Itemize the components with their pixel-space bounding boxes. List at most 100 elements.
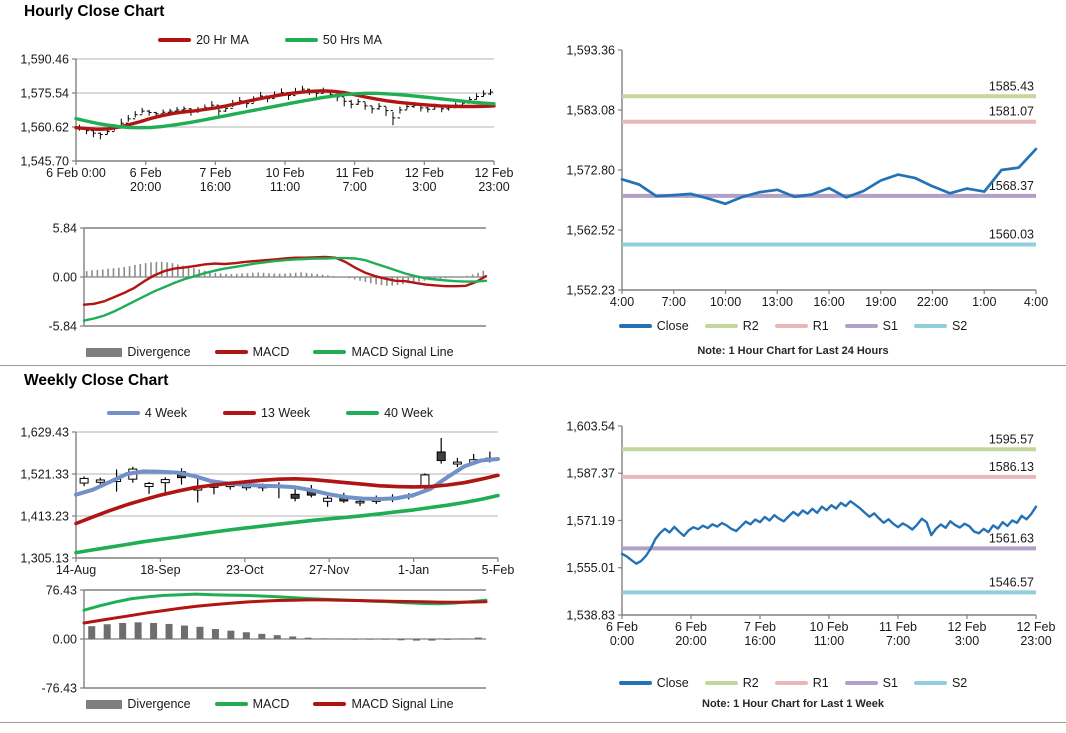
divergence-bar bbox=[477, 272, 479, 277]
divergence-bar bbox=[474, 637, 482, 639]
y-tick-label: 1,571.19 bbox=[566, 514, 615, 528]
divergence-bar bbox=[335, 638, 343, 640]
y-tick-label: 1,587.37 bbox=[566, 467, 615, 481]
divergence-bar bbox=[375, 277, 377, 285]
x-tick-label: 22:00 bbox=[917, 295, 948, 309]
legend-item-close: Close bbox=[618, 676, 689, 690]
legend-swatch-divergence bbox=[86, 347, 123, 357]
divergence-bar bbox=[193, 268, 195, 277]
section-divider bbox=[0, 365, 1066, 366]
x-tick-label: 12 Feb bbox=[1017, 620, 1056, 634]
divergence-bar bbox=[304, 637, 312, 639]
hourly-price-legend: 20 Hr MA 50 Hrs MA bbox=[40, 33, 500, 47]
divergence-bar bbox=[455, 277, 458, 278]
series-close bbox=[620, 147, 1038, 206]
section-title-hourly: Hourly Close Chart bbox=[24, 3, 165, 20]
divergence-bar bbox=[214, 272, 217, 277]
divergence-bar bbox=[96, 269, 99, 277]
divergence-bar bbox=[369, 277, 372, 284]
legend-swatch-13-week bbox=[222, 411, 256, 415]
divergence-bar bbox=[386, 277, 388, 286]
divergence-bar bbox=[412, 277, 415, 283]
divergence-bar bbox=[128, 266, 131, 277]
pivot-1wk-legend: Close R2 R1 S1 S2 bbox=[560, 676, 1026, 690]
x-tick-label: 27-Nov bbox=[309, 563, 350, 577]
legend-item-r1: R1 bbox=[774, 676, 829, 690]
legend-label: R2 bbox=[742, 319, 759, 333]
x-tick-label: 7:00 bbox=[662, 295, 686, 309]
divergence-bar bbox=[294, 272, 297, 277]
legend-item-s1: S1 bbox=[844, 319, 898, 333]
legend-item-close: Close bbox=[618, 319, 689, 333]
y-tick-label: 1,572.80 bbox=[566, 163, 615, 177]
y-tick-label: 1,545.70 bbox=[20, 155, 69, 169]
y-tick-label: 1,413.23 bbox=[20, 510, 69, 524]
x-tick-label: 11:00 bbox=[814, 634, 844, 648]
y-tick-label: 0.00 bbox=[53, 633, 77, 647]
legend-swatch-4-week bbox=[106, 411, 140, 415]
series-40-week bbox=[74, 493, 500, 555]
y-tick-label: 0.00 bbox=[53, 271, 77, 285]
legend-swatch-r1 bbox=[774, 324, 808, 328]
legend-label: R1 bbox=[812, 319, 829, 333]
divergence-bar bbox=[88, 626, 96, 639]
pivot-chart-1wk: 1,603.54 1,587.37 1,571.19 1,555.01 1,538.83… bbox=[566, 420, 1055, 649]
legend-swatch-macd bbox=[214, 350, 248, 354]
legend-swatch-divergence bbox=[86, 699, 123, 709]
x-tick-label: 6 Feb bbox=[675, 620, 707, 634]
legend-item-macd: MACD bbox=[214, 345, 289, 359]
series-50-hrs-ma bbox=[74, 91, 496, 130]
divergence-bar bbox=[382, 639, 389, 640]
legend-label: 4 Week bbox=[144, 406, 187, 420]
divergence-bar bbox=[119, 622, 127, 639]
divergence-bar bbox=[459, 638, 467, 640]
legend-label: Close bbox=[656, 319, 689, 333]
divergence-bar bbox=[407, 277, 410, 284]
divergence-bar bbox=[241, 273, 243, 277]
legend-item-4-week: 4 Week bbox=[106, 406, 187, 420]
x-tick-label: 16:00 bbox=[813, 295, 844, 309]
divergence-bar bbox=[101, 269, 104, 277]
legend-swatch-close bbox=[618, 324, 652, 328]
x-tick-label: 3:00 bbox=[955, 634, 979, 648]
divergence-bar bbox=[123, 266, 125, 277]
divergence-bar bbox=[284, 273, 286, 277]
legend-item-s2: S2 bbox=[913, 676, 967, 690]
divergence-bar bbox=[165, 623, 173, 639]
y-tick-label: -76.43 bbox=[42, 682, 77, 696]
legend-swatch-s2 bbox=[913, 681, 947, 685]
x-tick-label: 6 Feb bbox=[606, 620, 638, 634]
legend-label: R1 bbox=[812, 676, 829, 690]
divergence-bar bbox=[418, 277, 420, 282]
y-tick-label: 1,575.54 bbox=[20, 87, 69, 101]
divergence-bar bbox=[91, 270, 93, 277]
hourly-macd-legend: Divergence MACD MACD Signal Line bbox=[40, 345, 500, 359]
divergence-bar bbox=[103, 624, 111, 639]
legend-swatch-s1 bbox=[844, 324, 878, 328]
x-tick-label: 12 Feb bbox=[405, 166, 444, 180]
x-tick-label: 0:00 bbox=[610, 634, 634, 648]
x-tick-label: 12 Feb bbox=[948, 620, 987, 634]
x-tick-label: 3:00 bbox=[412, 180, 436, 194]
legend-swatch-s2 bbox=[913, 324, 947, 328]
legend-label: Divergence bbox=[127, 345, 191, 359]
y-tick-label: 5.84 bbox=[53, 222, 77, 236]
pivot-label-s1: 1561.63 bbox=[989, 531, 1034, 545]
pivot-label-s2: 1546.57 bbox=[989, 575, 1034, 589]
divergence-bar bbox=[182, 265, 184, 277]
legend-item-r2: R2 bbox=[704, 319, 759, 333]
divergence-bar bbox=[227, 630, 235, 639]
section-title-weekly: Weekly Close Chart bbox=[24, 372, 169, 389]
divergence-bar bbox=[343, 277, 345, 278]
x-tick-label: 12 Feb bbox=[475, 166, 514, 180]
divergence-bar bbox=[230, 274, 233, 277]
legend-label: S2 bbox=[951, 319, 968, 333]
pivot-label-r1: 1581.07 bbox=[989, 105, 1034, 119]
x-tick-label: 10:00 bbox=[710, 295, 741, 309]
divergence-bar bbox=[160, 261, 163, 277]
divergence-bar bbox=[471, 274, 474, 277]
x-tick-label: 7 Feb bbox=[744, 620, 776, 634]
x-tick-label: 16:00 bbox=[744, 634, 775, 648]
y-tick-label: 1,521.33 bbox=[20, 468, 69, 482]
series-13-week bbox=[74, 473, 500, 526]
